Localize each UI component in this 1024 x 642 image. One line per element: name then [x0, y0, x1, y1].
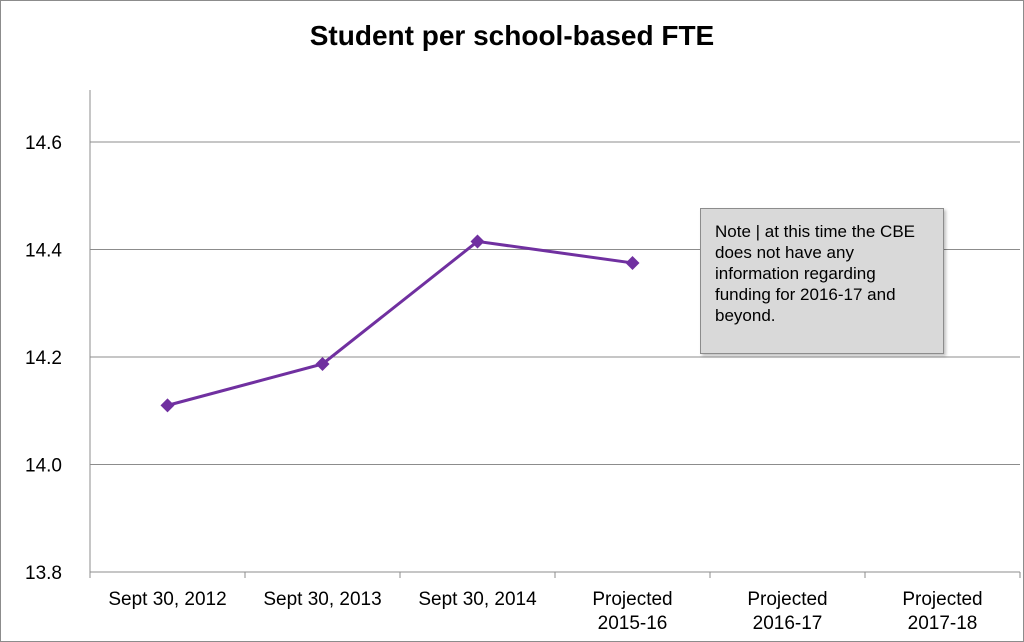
x-tick-label: Sept 30, 2012 [108, 589, 226, 610]
x-tick-label: Projected [747, 589, 827, 610]
x-tick-label: 2015-16 [598, 613, 668, 634]
x-tick-label: Sept 30, 2013 [263, 589, 381, 610]
y-tick-label: 13.8 [25, 563, 62, 584]
data-point-marker [470, 234, 485, 249]
y-tick-label: 14.2 [25, 348, 62, 369]
x-tick-label: Projected [592, 589, 672, 610]
note-annotation: Note | at this time the CBE does not hav… [700, 208, 944, 354]
y-tick-label: 14.4 [25, 241, 62, 262]
x-tick-label: 2016-17 [753, 613, 823, 634]
x-tick-label: Projected [902, 589, 982, 610]
data-point-marker [315, 356, 330, 371]
x-tick-label: 2017-18 [908, 613, 978, 634]
series-line [167, 239, 633, 407]
data-point-marker [160, 398, 175, 413]
chart-title: Student per school-based FTE [309, 20, 715, 51]
x-tick-label: Sept 30, 2014 [418, 589, 537, 610]
data-point-marker [625, 255, 640, 270]
y-tick-label: 14.0 [25, 456, 62, 477]
y-tick-label: 14.6 [25, 133, 62, 154]
